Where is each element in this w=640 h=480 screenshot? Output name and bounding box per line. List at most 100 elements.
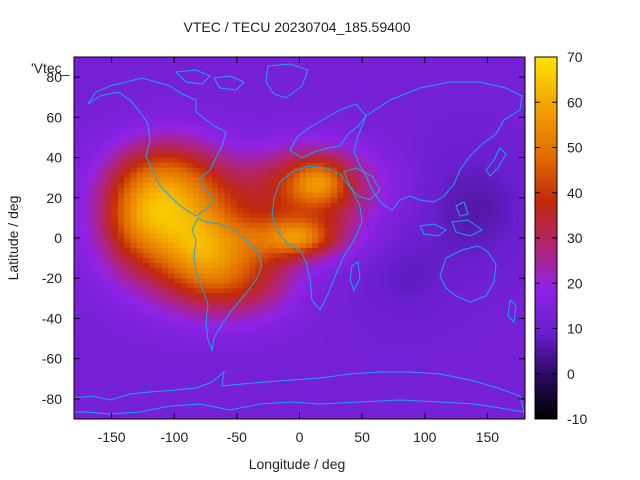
heatmap-cell	[130, 92, 138, 98]
heatmap-cell	[293, 142, 301, 149]
heatmap-cell	[481, 202, 489, 209]
heatmap-cell	[330, 182, 338, 189]
heatmap-cell	[261, 283, 269, 289]
heatmap-cell	[243, 127, 250, 134]
heatmap-cell	[418, 263, 426, 269]
heatmap-cell	[499, 248, 507, 254]
heatmap-cell	[249, 368, 257, 375]
heatmap-cell	[512, 328, 520, 335]
heatmap-cell	[362, 298, 369, 304]
heatmap-cell	[155, 162, 163, 169]
heatmap-cell	[274, 328, 282, 335]
heatmap-cell	[74, 308, 81, 315]
heatmap-cell	[368, 62, 376, 68]
heatmap-cell	[424, 253, 432, 259]
heatmap-cell	[280, 217, 288, 224]
heatmap-cell	[86, 212, 94, 219]
heatmap-cell	[136, 92, 144, 98]
heatmap-cell	[474, 393, 482, 400]
heatmap-cell	[374, 172, 382, 179]
heatmap-cell	[481, 212, 489, 219]
heatmap-cell	[80, 298, 88, 304]
heatmap-cell	[174, 102, 182, 108]
heatmap-cell	[387, 87, 395, 93]
heatmap-cell	[105, 288, 113, 294]
heatmap-cell	[268, 222, 276, 229]
heatmap-cell	[286, 383, 294, 390]
heatmap-cell	[449, 348, 457, 355]
heatmap-cell	[105, 378, 113, 385]
heatmap-cell	[362, 137, 369, 144]
heatmap-cell	[80, 338, 88, 345]
heatmap-cell	[193, 378, 200, 385]
heatmap-cell	[92, 187, 100, 194]
heatmap-cell	[393, 137, 401, 144]
heatmap-cell	[343, 107, 351, 113]
heatmap-cell	[230, 328, 238, 335]
heatmap-cell	[274, 303, 282, 309]
heatmap-cell	[111, 182, 119, 189]
heatmap-cell	[374, 313, 382, 320]
heatmap-cell	[136, 268, 144, 274]
heatmap-cell	[74, 403, 81, 410]
heatmap-cell	[493, 172, 501, 179]
heatmap-cell	[374, 207, 382, 214]
heatmap-cell	[149, 253, 157, 259]
heatmap-cell	[286, 67, 294, 73]
heatmap-cell	[74, 82, 81, 88]
heatmap-cell	[418, 212, 426, 219]
heatmap-cell	[211, 258, 219, 264]
heatmap-cell	[167, 388, 175, 395]
heatmap-cell	[80, 358, 88, 365]
heatmap-cell	[274, 197, 282, 204]
heatmap-cell	[224, 137, 232, 144]
heatmap-cell	[299, 368, 307, 375]
heatmap-cell	[399, 72, 407, 78]
heatmap-cell	[456, 207, 463, 214]
heatmap-cell	[243, 283, 250, 289]
heatmap-cell	[174, 62, 182, 68]
heatmap-cell	[249, 192, 257, 199]
heatmap-cell	[243, 383, 250, 390]
heatmap-cell	[293, 283, 301, 289]
heatmap-cell	[355, 353, 363, 360]
heatmap-cell	[431, 67, 438, 73]
heatmap-cell	[474, 192, 482, 199]
heatmap-cell	[74, 243, 81, 249]
heatmap-cell	[405, 263, 413, 269]
heatmap-cell	[117, 157, 125, 164]
heatmap-cell	[418, 72, 426, 78]
heatmap-cell	[111, 243, 119, 249]
heatmap-cell	[199, 112, 207, 118]
heatmap-cell	[418, 323, 426, 330]
heatmap-cell	[474, 227, 482, 234]
heatmap-cell	[487, 182, 495, 189]
heatmap-cell	[249, 313, 257, 320]
heatmap-cell	[499, 368, 507, 375]
heatmap-cell	[512, 258, 520, 264]
heatmap-cell	[368, 308, 376, 315]
heatmap-cell	[374, 102, 382, 108]
heatmap-cell	[211, 217, 219, 224]
heatmap-cell	[312, 232, 319, 239]
heatmap-cell	[337, 283, 344, 289]
heatmap-cell	[180, 222, 188, 229]
heatmap-cell	[431, 388, 438, 395]
heatmap-cell	[443, 212, 451, 219]
heatmap-cell	[324, 283, 332, 289]
heatmap-cell	[268, 192, 276, 199]
heatmap-cell	[499, 333, 507, 340]
heatmap-cell	[293, 107, 301, 113]
heatmap-cell	[474, 87, 482, 93]
heatmap-cell	[111, 97, 119, 103]
heatmap-cell	[149, 398, 157, 405]
heatmap-cell	[399, 152, 407, 159]
heatmap-cell	[199, 248, 207, 254]
heatmap-cell	[180, 97, 188, 103]
heatmap-cell	[437, 343, 445, 350]
heatmap-cell	[312, 87, 319, 93]
heatmap-cell	[211, 328, 219, 335]
heatmap-cell	[99, 192, 106, 199]
heatmap-cell	[174, 137, 182, 144]
heatmap-cell	[274, 147, 282, 154]
